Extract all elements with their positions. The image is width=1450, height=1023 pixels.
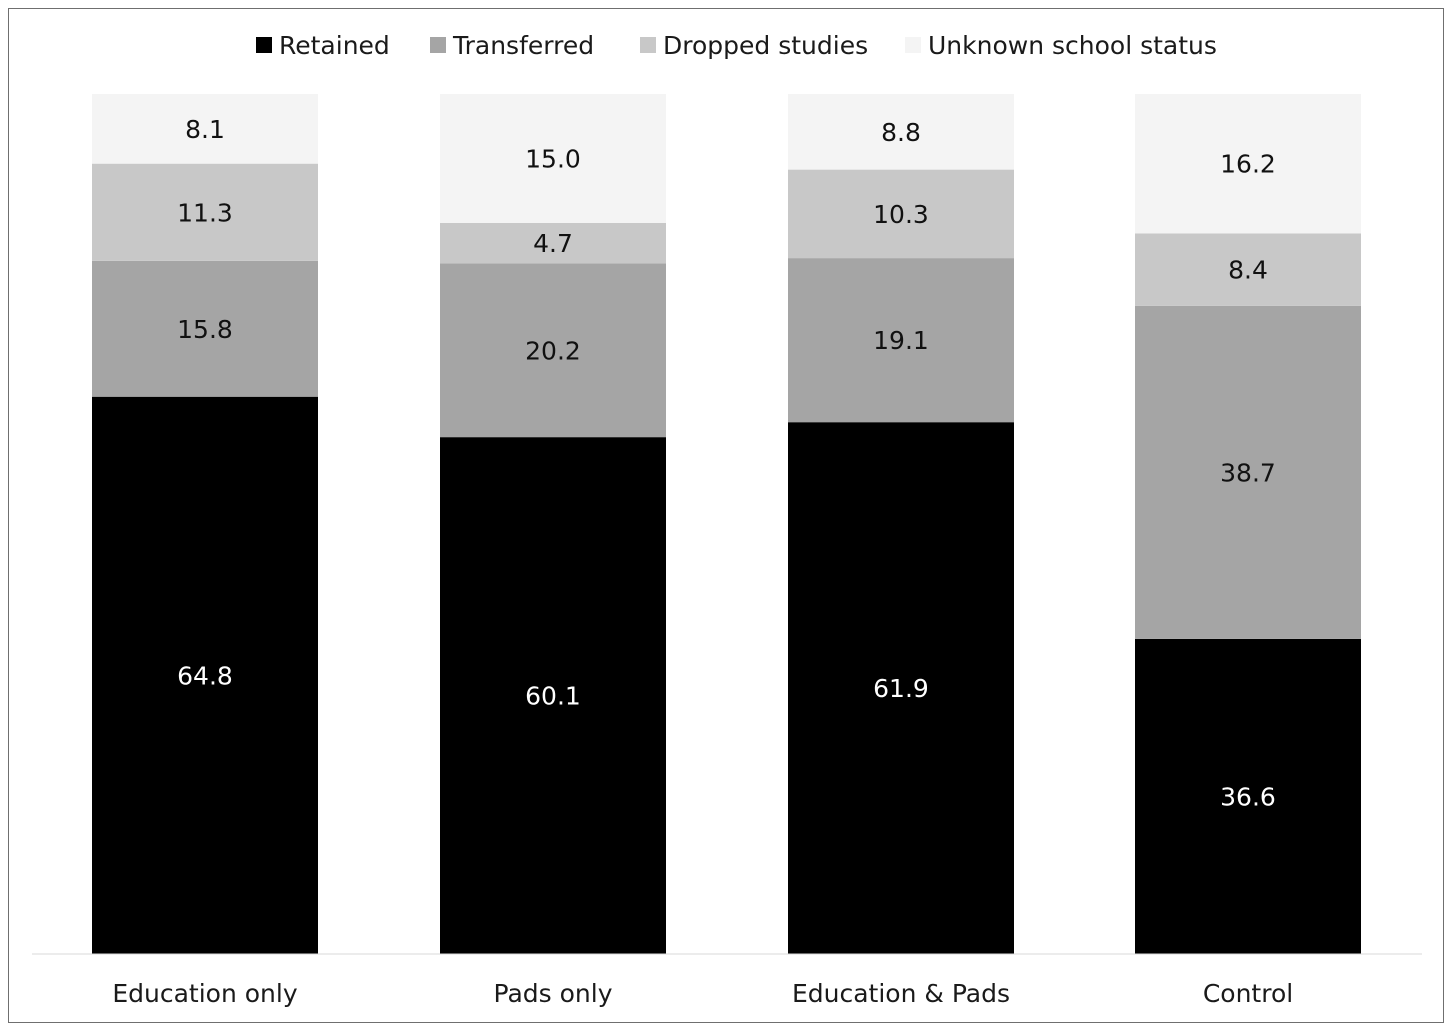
legend-label-retained: Retained <box>279 31 390 60</box>
category-label-education-and-pads: Education & Pads <box>792 979 1010 1008</box>
data-label-retained-education-only: 64.8 <box>177 661 233 690</box>
bar-segment-dropped-studies-pads-only <box>440 223 666 264</box>
data-label-dropped-studies-education-and-pads: 10.3 <box>873 200 929 229</box>
data-label-unknown-school-status-pads-only: 15.0 <box>525 145 581 174</box>
legend-label-transferred: Transferred <box>452 31 594 60</box>
bar-segment-dropped-studies-control <box>1135 233 1361 306</box>
data-label-transferred-education-and-pads: 19.1 <box>873 326 929 355</box>
legend-swatch-transferred <box>430 37 446 53</box>
bar-segment-dropped-studies-education-and-pads <box>788 169 1014 259</box>
bar-segment-unknown-school-status-education-and-pads <box>788 94 1014 170</box>
category-labels: Education only Pads only Education & Pads C… <box>112 979 1293 1008</box>
bars: 64.8 15.8 11.3 8.1 60.1 20.2 4.7 15.0 61.9 19.1 10… <box>92 94 1361 955</box>
data-label-dropped-studies-control: 8.4 <box>1228 256 1268 285</box>
legend-label-unknown-school-status: Unknown school status <box>928 31 1217 60</box>
bar-segment-unknown-school-status-education-only <box>92 94 318 164</box>
legend-label-dropped-studies: Dropped studies <box>663 31 868 60</box>
bar-segment-transferred-education-only <box>92 260 318 397</box>
data-label-unknown-school-status-education-and-pads: 8.8 <box>881 118 921 147</box>
bar-segment-retained-pads-only <box>440 437 666 954</box>
data-label-dropped-studies-education-only: 11.3 <box>177 198 233 227</box>
bar-segment-transferred-control <box>1135 305 1361 639</box>
bar-segment-unknown-school-status-pads-only <box>440 94 666 223</box>
legend-swatch-dropped-studies <box>640 37 656 53</box>
category-label-control: Control <box>1203 979 1293 1008</box>
bar-segment-transferred-education-and-pads <box>788 258 1014 423</box>
data-label-transferred-pads-only: 20.2 <box>525 336 581 365</box>
legend-swatch-unknown-school-status <box>905 37 921 53</box>
data-label-unknown-school-status-control: 16.2 <box>1220 150 1276 179</box>
bar-segment-retained-education-and-pads <box>788 422 1014 955</box>
data-label-transferred-control: 38.7 <box>1220 458 1276 487</box>
category-label-pads-only: Pads only <box>494 979 613 1008</box>
bar-segment-dropped-studies-education-only <box>92 163 318 261</box>
data-label-dropped-studies-pads-only: 4.7 <box>533 229 573 258</box>
bar-segment-retained-education-only <box>92 396 318 955</box>
category-label-education-only: Education only <box>112 979 297 1008</box>
legend: Retained Transferred Dropped studies Unknow… <box>256 31 1217 60</box>
bar-segment-retained-control <box>1135 638 1361 954</box>
bar-segment-transferred-pads-only <box>440 263 666 438</box>
data-label-transferred-education-only: 15.8 <box>177 315 233 344</box>
legend-swatch-retained <box>256 37 272 53</box>
bar-segment-unknown-school-status-control <box>1135 94 1361 234</box>
data-label-retained-education-and-pads: 61.9 <box>873 674 929 703</box>
data-label-unknown-school-status-education-only: 8.1 <box>185 115 225 144</box>
data-label-retained-control: 36.6 <box>1220 782 1276 811</box>
data-label-retained-pads-only: 60.1 <box>525 682 581 711</box>
